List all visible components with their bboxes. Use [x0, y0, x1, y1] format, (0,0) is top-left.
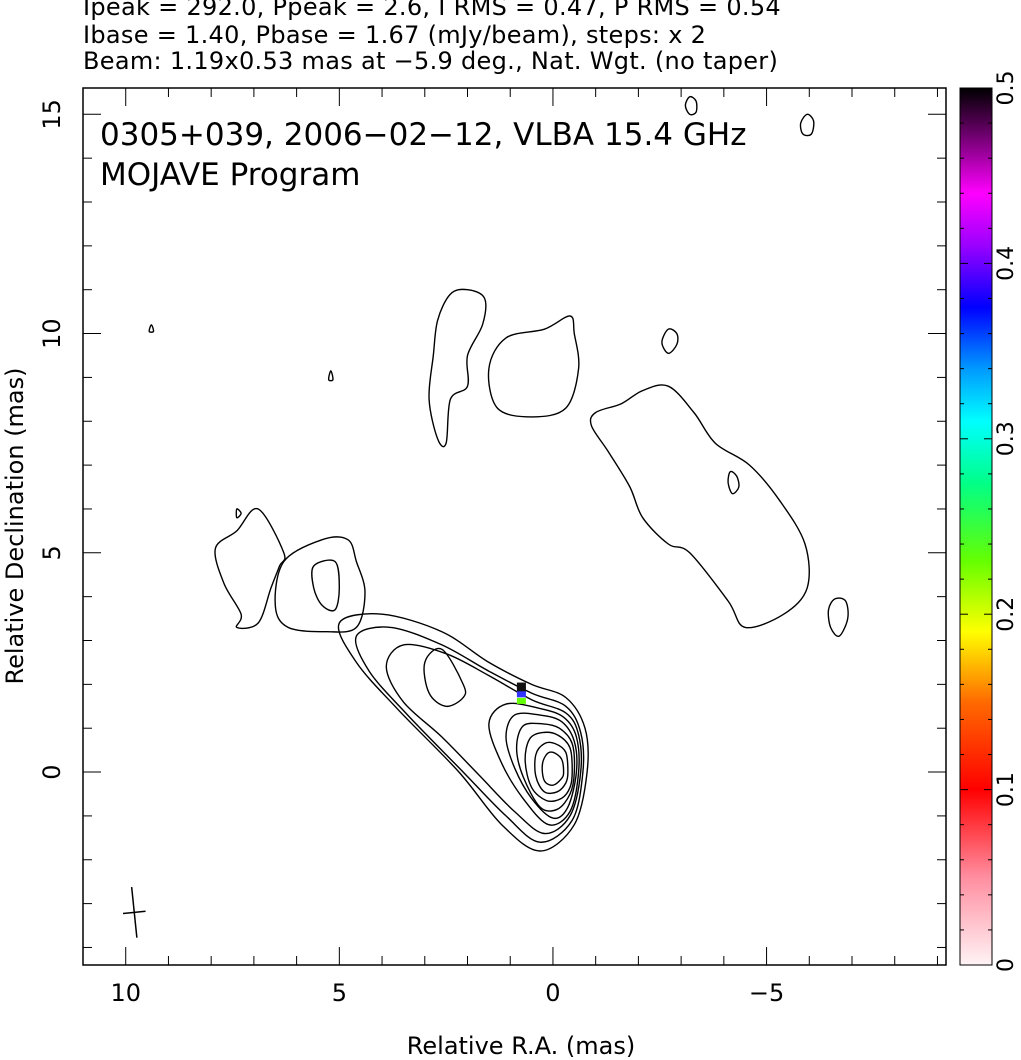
plot-annotation-line-1: 0305+039, 2006−02−12, VLBA 15.4 GHz [100, 117, 746, 153]
contour-core-6 [515, 722, 576, 812]
colorbar-tick-label: 0 [994, 958, 1019, 972]
colorbar-tick-label: 0.1 [994, 772, 1019, 807]
x-tick-label: 5 [332, 979, 347, 1007]
header-line-2: Ibase = 1.40, Pbase = 1.67 (mJy/beam), s… [83, 21, 707, 49]
plot-frame [82, 87, 947, 966]
polarization-mark [516, 691, 526, 698]
contour-core-4 [488, 702, 580, 826]
colorbar-ticks: 0 0.1 0.2 0.3 0.4 0.5 [960, 71, 1019, 972]
colorbar-tick-label: 0.2 [994, 597, 1019, 632]
contour-speck-1 [148, 324, 155, 333]
contour-layer [148, 95, 849, 852]
y-tick-label: 10 [38, 318, 66, 349]
colorbar-tick-label: 0.4 [994, 246, 1019, 281]
contour-core-7 [524, 731, 573, 803]
contour-blob-top-b [487, 315, 580, 418]
contour-blob-east-jet [589, 384, 810, 629]
contour-island-1 [661, 328, 679, 354]
y-tick-label: 15 [38, 99, 66, 130]
contour-core-5 [505, 712, 578, 820]
contour-island-5 [799, 113, 815, 137]
contour-island-3 [827, 597, 849, 638]
polarization-mark [516, 686, 526, 693]
colorbar-tick-label: 0.3 [994, 421, 1019, 456]
y-tick-label: 5 [38, 545, 66, 560]
contour-knot-inner [423, 647, 467, 708]
contour-speck-3 [235, 508, 242, 519]
colorbar-tick-label: 0.5 [994, 71, 1019, 106]
beam-minor-axis [122, 910, 146, 915]
contour-core-8 [534, 741, 569, 795]
axis-ticks: 10 5 0 −5 0 5 10 15 [38, 88, 946, 1007]
contour-core-1 [337, 613, 589, 852]
y-tick-label: 0 [38, 764, 66, 779]
contour-core-3 [385, 643, 583, 835]
header-line-1: Ipeak = 292.0, Ppeak = 2.6, I RMS = 0.47… [83, 0, 781, 21]
contour-blob-left-b [274, 536, 366, 633]
contour-blob-left-b-inner [311, 559, 341, 612]
header-line-3: Beam: 1.19x0.53 mas at −5.9 deg., Nat. W… [83, 47, 779, 75]
contour-blob-top-a [428, 288, 487, 448]
polarization-mark [516, 682, 526, 689]
contour-island-2 [727, 470, 740, 495]
plot-annotation-line-2: MOJAVE Program [100, 157, 360, 193]
x-axis-label: Relative R.A. (mas) [407, 1032, 635, 1060]
polarization-mark [516, 697, 526, 704]
x-tick-label: −5 [749, 979, 784, 1007]
polarization-layer [516, 682, 526, 704]
contour-core-9 [541, 751, 565, 786]
beam-marker [122, 887, 146, 938]
colorbar [959, 87, 993, 966]
contour-speck-2 [327, 370, 334, 382]
contour-blob-left-a [214, 507, 286, 630]
x-tick-label: 10 [110, 979, 141, 1007]
y-axis-label: Relative Declination (mas) [1, 367, 29, 684]
contour-island-4 [684, 95, 698, 116]
contour-core-2 [354, 626, 585, 843]
x-tick-label: 0 [545, 979, 560, 1007]
